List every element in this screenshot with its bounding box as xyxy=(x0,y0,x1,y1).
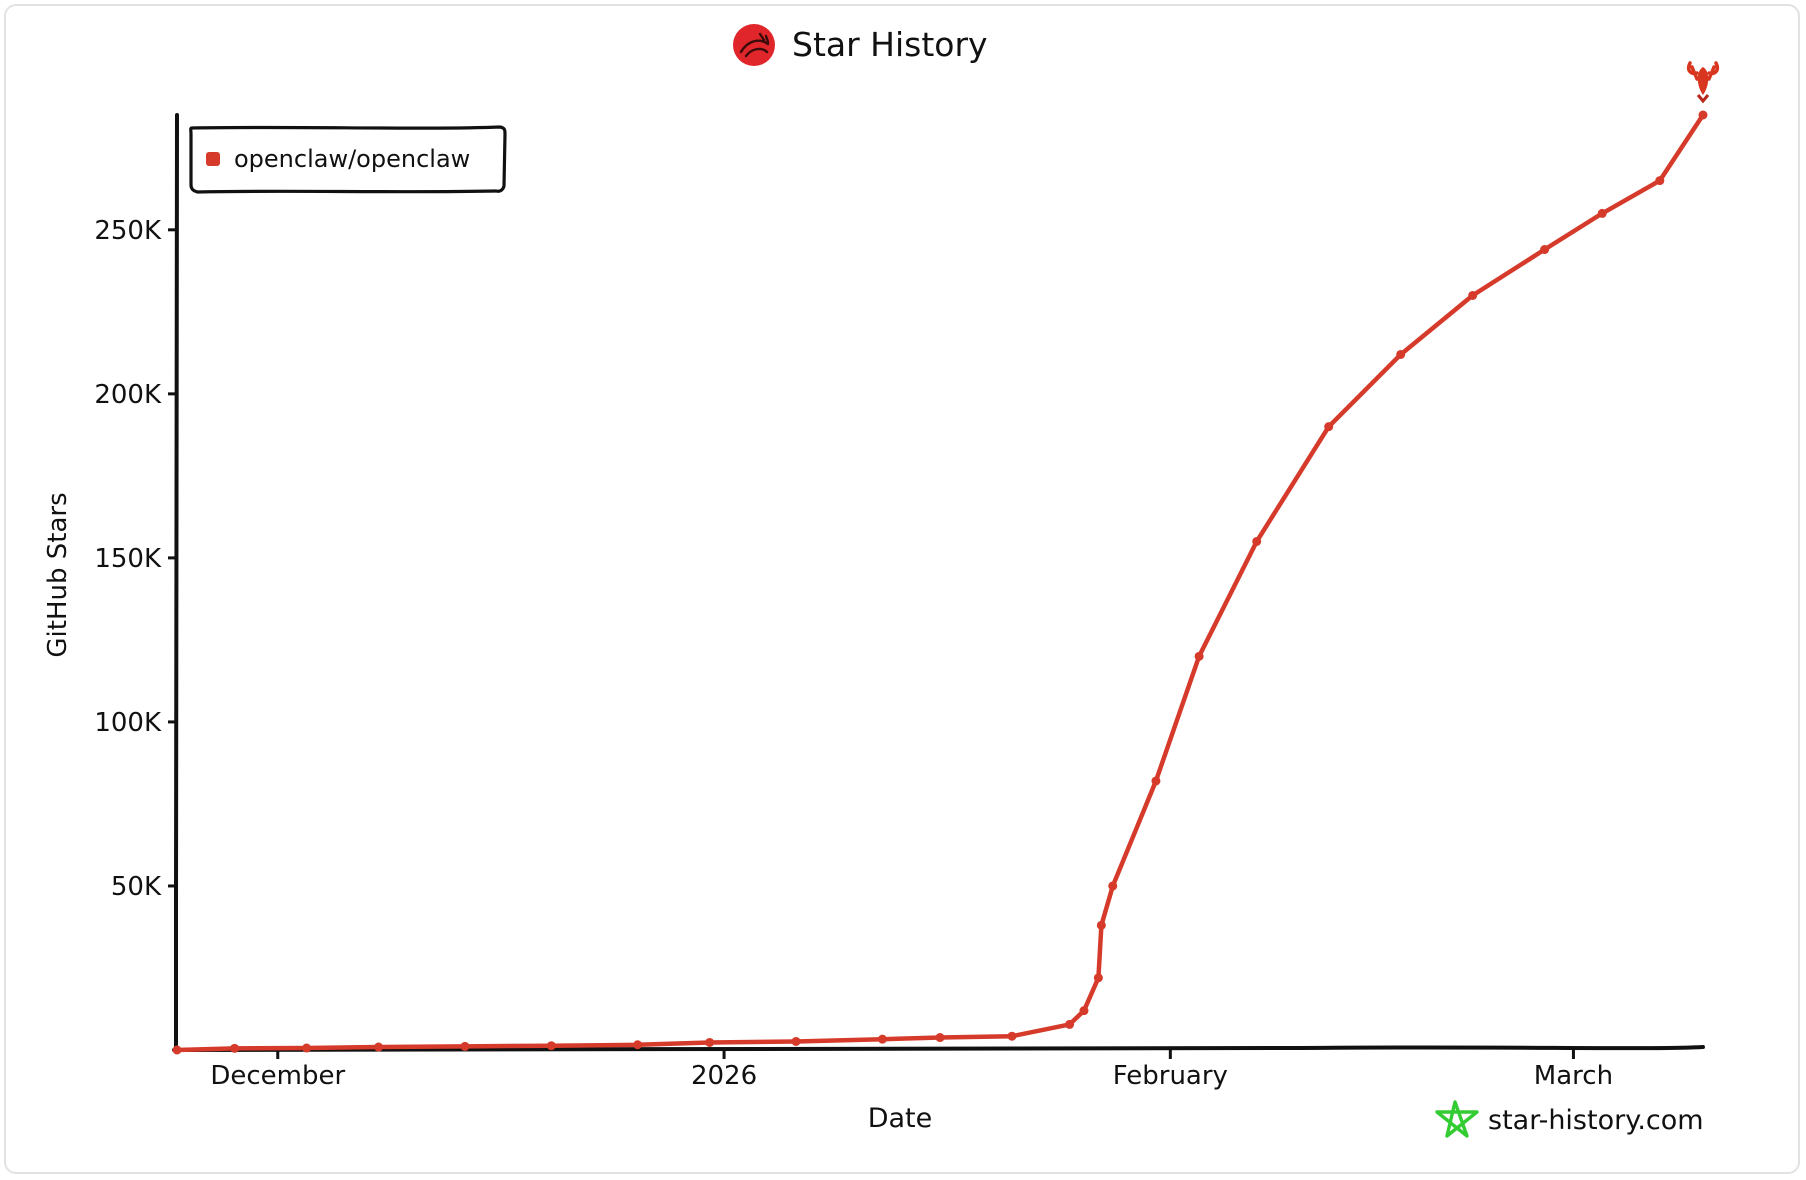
chart-card xyxy=(4,4,1800,1174)
series-point xyxy=(546,1041,556,1051)
series-point xyxy=(1597,208,1607,218)
legend-swatch xyxy=(206,152,220,166)
series-point xyxy=(230,1043,240,1053)
x-axis-line xyxy=(172,1045,1705,1052)
x-tick-label: March xyxy=(1534,1061,1613,1091)
series-point xyxy=(935,1033,945,1043)
y-tick-label: 100K xyxy=(94,708,162,738)
series-point xyxy=(1324,422,1334,432)
series-point xyxy=(1151,776,1161,786)
lobster-emoji-icon xyxy=(1686,61,1720,104)
y-tick-label: 250K xyxy=(94,216,162,246)
series-point xyxy=(1065,1019,1075,1029)
series-point xyxy=(1540,245,1550,255)
y-tick-label: 50K xyxy=(111,872,162,902)
x-tick-label: February xyxy=(1113,1061,1228,1091)
series-point xyxy=(172,1045,182,1055)
legend-box xyxy=(189,125,507,194)
series-point xyxy=(1396,349,1406,359)
x-tick-label: 2026 xyxy=(691,1061,757,1091)
series-point xyxy=(374,1042,384,1052)
series-point xyxy=(460,1041,470,1051)
series-point xyxy=(1252,536,1262,546)
series-point xyxy=(791,1036,801,1046)
y-tick-label: 150K xyxy=(94,544,162,574)
star-outline-icon xyxy=(1435,1100,1479,1138)
series-point xyxy=(633,1040,643,1050)
series-point xyxy=(1194,651,1204,661)
series-point xyxy=(302,1043,312,1053)
chart-title: Star History xyxy=(792,25,988,64)
series-point xyxy=(1093,973,1103,983)
x-axis-label: Date xyxy=(868,1103,933,1134)
series-line-openclaw xyxy=(174,112,1706,1053)
series-points xyxy=(172,110,1708,1055)
series-point xyxy=(705,1037,715,1047)
series-point xyxy=(1108,881,1118,891)
watermark-text: star-history.com xyxy=(1488,1105,1704,1136)
x-axis-ticks: December 2026 February March xyxy=(210,1050,1613,1091)
series-point xyxy=(1007,1031,1017,1041)
x-tick-label: December xyxy=(210,1061,345,1091)
y-axis-line xyxy=(174,113,179,1052)
series-point xyxy=(1079,1006,1089,1016)
title-logo-icon xyxy=(733,24,775,66)
y-tick-label: 200K xyxy=(94,380,162,410)
legend-label: openclaw/openclaw xyxy=(234,145,470,173)
series-point xyxy=(1698,110,1708,120)
y-axis-ticks: 50K 100K 150K 200K 250K xyxy=(94,216,177,902)
series-point xyxy=(1468,290,1478,300)
legend: openclaw/openclaw xyxy=(189,125,507,194)
series-point xyxy=(1096,920,1106,930)
y-axis-label: GitHub Stars xyxy=(43,492,73,657)
series-point xyxy=(877,1034,887,1044)
series-point xyxy=(1655,176,1665,186)
